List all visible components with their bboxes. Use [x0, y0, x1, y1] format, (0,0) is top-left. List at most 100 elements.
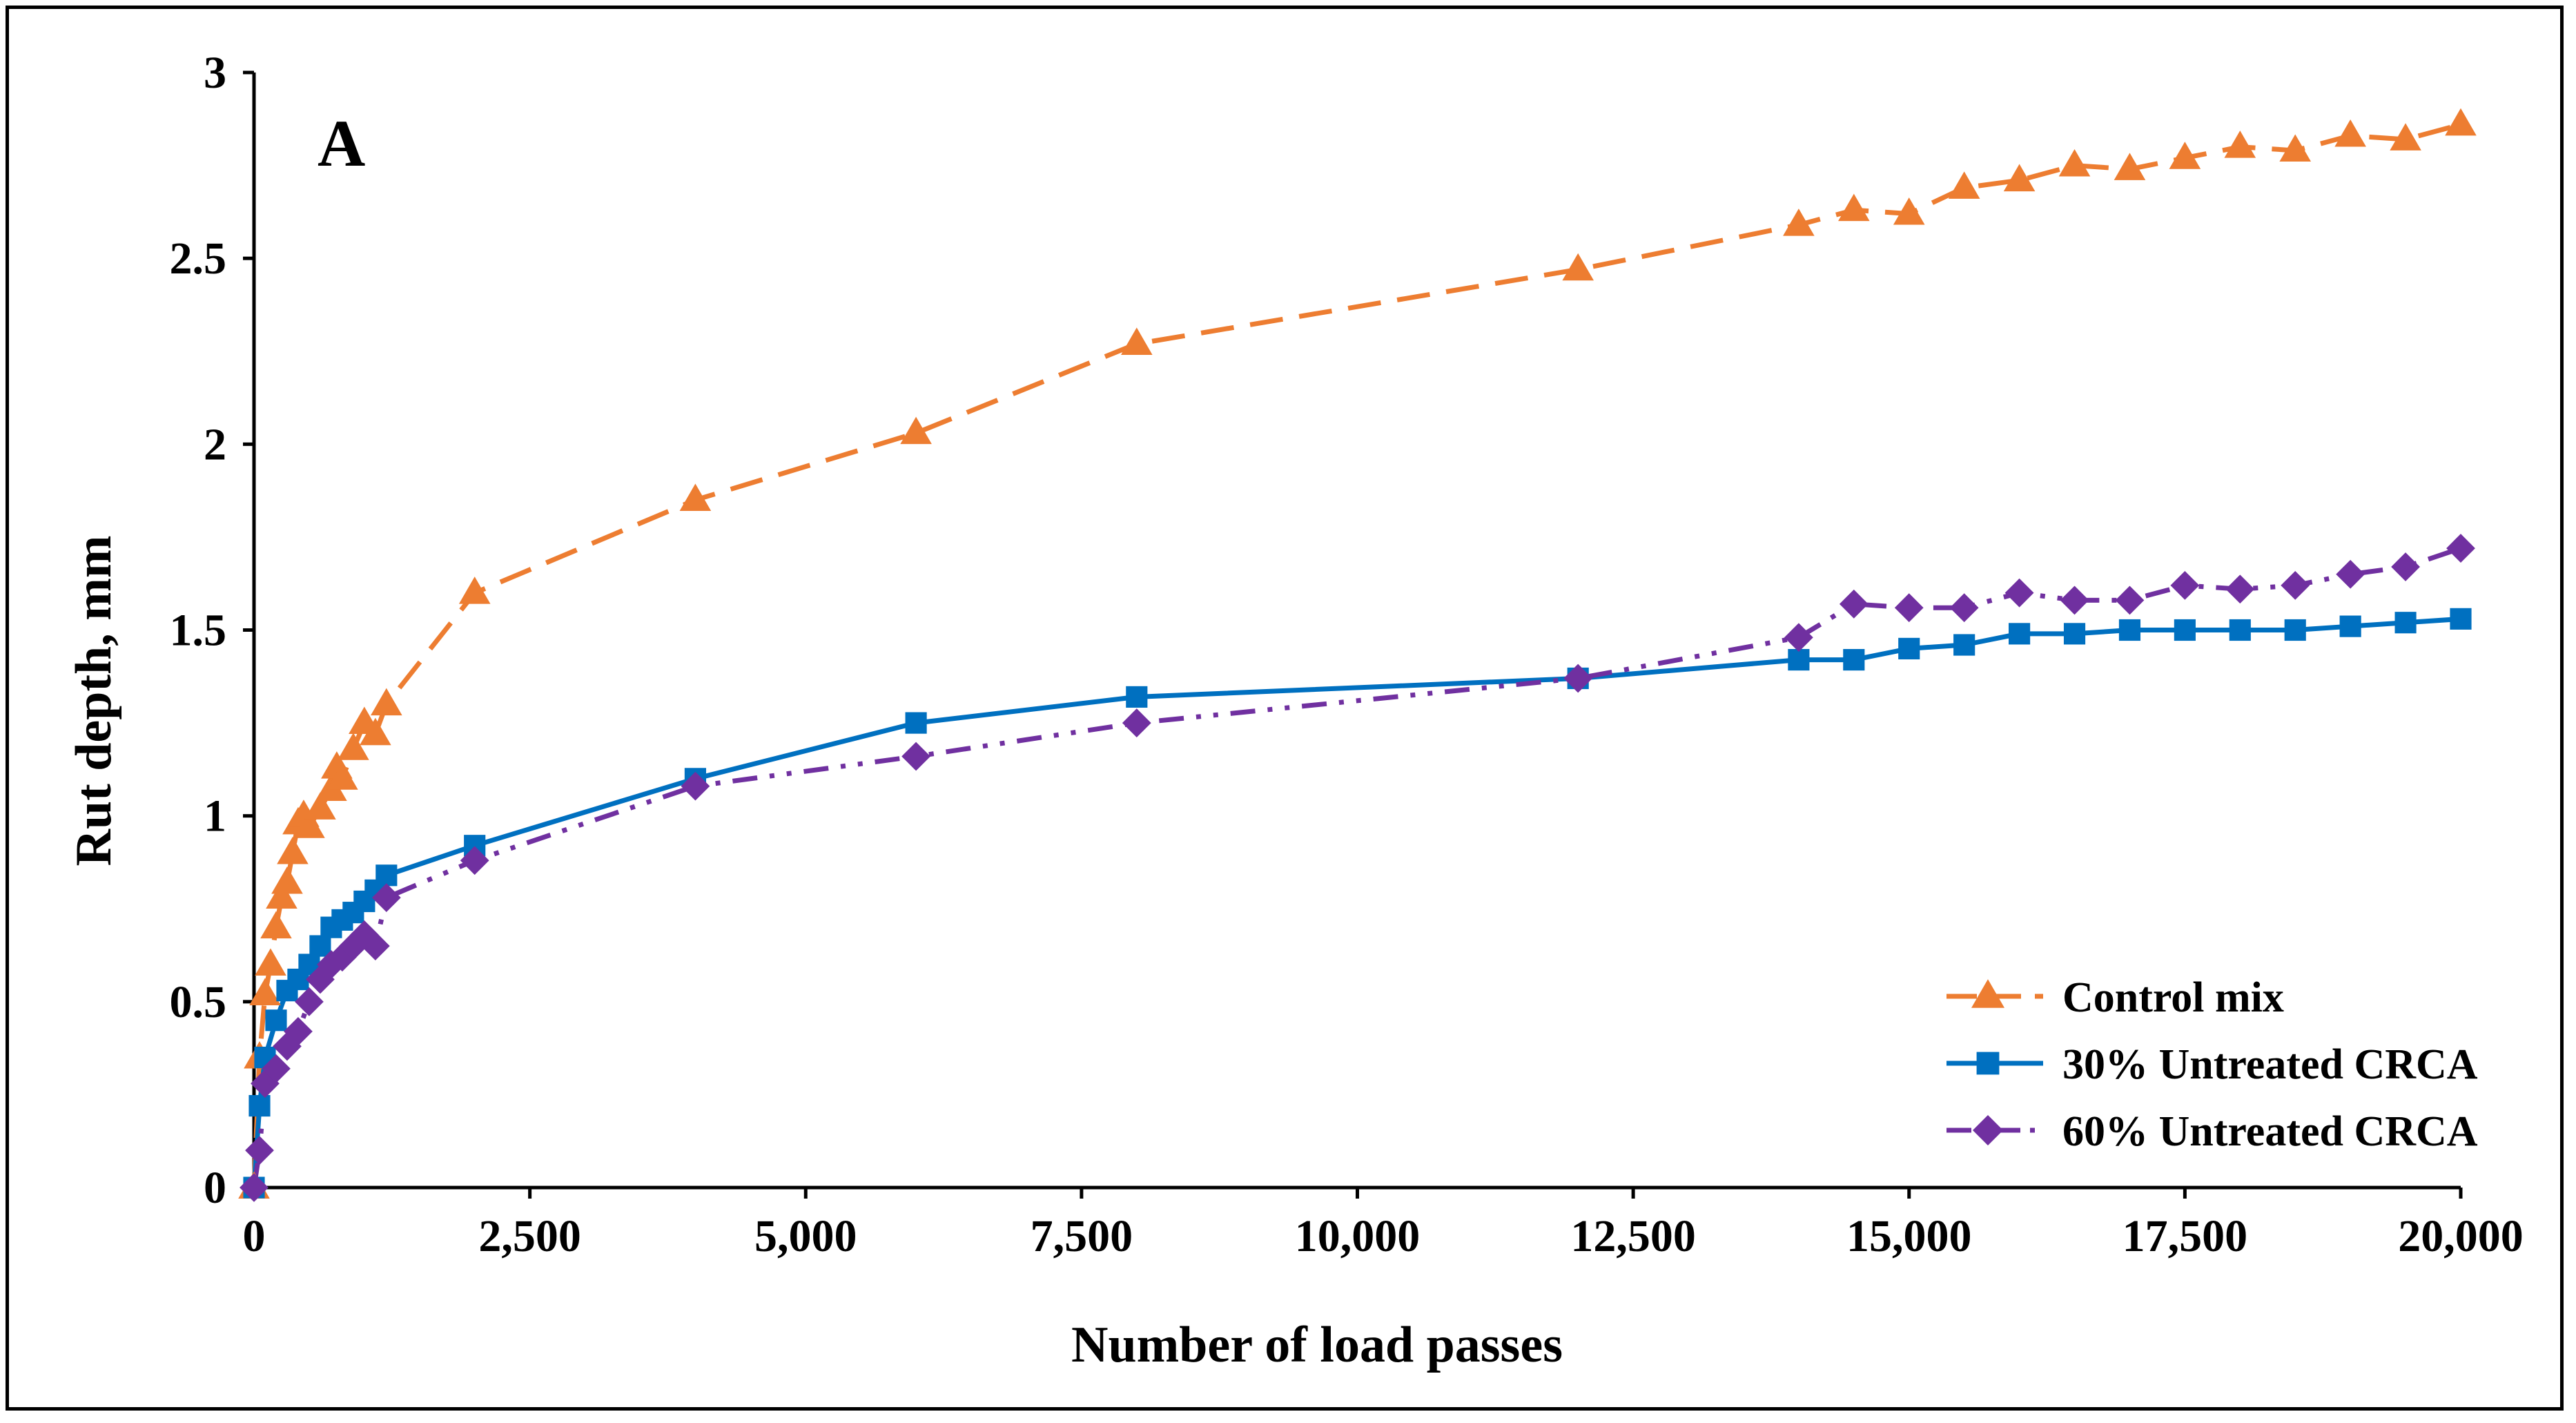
data-point-60-untreated-crca [1784, 623, 1813, 652]
data-point-control-mix [293, 811, 325, 838]
data-point-60-untreated-crca [262, 1054, 291, 1083]
data-point-60-untreated-crca [1894, 593, 1924, 623]
y-tick-label: 1 [204, 791, 226, 842]
data-point-60-untreated-crca [306, 965, 335, 994]
data-point-60-untreated-crca [2170, 571, 2200, 600]
data-point-30-untreated-crca [2063, 623, 2086, 645]
y-ticks: 0 0.5 1 1.5 2 2.5 3 [170, 48, 254, 1213]
data-point-control-mix [277, 836, 309, 864]
data-point-30-untreated-crca [905, 712, 927, 734]
data-point-control-mix [2279, 134, 2312, 162]
data-point-control-mix [249, 978, 281, 1006]
data-point-60-untreated-crca [240, 1173, 269, 1202]
x-tick-label: 12,500 [1570, 1211, 1696, 1261]
data-point-60-untreated-crca [2060, 585, 2089, 615]
data-point-60-untreated-crca [360, 931, 390, 960]
data-point-30-untreated-crca [1126, 686, 1148, 708]
data-point-control-mix [371, 688, 402, 716]
legend-marker-control-mix [1971, 979, 2004, 1008]
data-point-control-mix [266, 881, 297, 909]
data-point-control-mix [1838, 193, 1870, 222]
x-tick-label: 2,500 [478, 1211, 581, 1261]
legend-label-30-untreated-crca: 30% Untreated CRCA [2062, 1041, 2478, 1088]
data-point-30-untreated-crca [248, 1094, 271, 1117]
data-point-control-mix [304, 792, 336, 820]
legend-marker-30-untreated-crca [1976, 1052, 2000, 1075]
legend-label-60-untreated-crca: 60% Untreated CRCA [2062, 1108, 2478, 1155]
data-point-control-mix [2058, 149, 2091, 177]
data-point-control-mix [2224, 130, 2256, 158]
data-point-60-untreated-crca [1122, 708, 1151, 737]
series-markers [238, 108, 2477, 1202]
data-point-control-mix [338, 733, 369, 760]
data-point-control-mix [458, 577, 491, 604]
data-point-control-mix [1783, 209, 1815, 236]
y-tick-label: 0.5 [170, 977, 227, 1027]
panel-label: A [318, 106, 365, 180]
data-point-60-untreated-crca [245, 1136, 274, 1165]
data-point-control-mix [260, 911, 292, 939]
x-tick-label: 17,500 [2123, 1211, 2248, 1261]
x-tick-label: 5,000 [754, 1211, 857, 1261]
data-point-60-untreated-crca [284, 1017, 313, 1046]
data-point-30-untreated-crca [2394, 612, 2417, 634]
x-tick-label: 7,500 [1031, 1211, 1133, 1261]
y-axis-title: Rut depth, mm [66, 536, 122, 867]
data-point-30-untreated-crca [2009, 623, 2031, 645]
data-point-control-mix [255, 948, 286, 976]
data-point-30-untreated-crca [375, 864, 398, 887]
data-point-30-untreated-crca [309, 935, 331, 957]
data-point-60-untreated-crca [2004, 578, 2034, 608]
x-tick-label: 0 [243, 1211, 266, 1261]
data-point-60-untreated-crca [371, 883, 401, 912]
legend: Control mix 30% Untreated CRCA 60% Untreat… [1946, 974, 2478, 1155]
x-axis-title: Number of load passes [1071, 1317, 1563, 1373]
data-point-60-untreated-crca [1949, 593, 1979, 623]
data-point-60-untreated-crca [2115, 585, 2145, 615]
data-point-control-mix [2390, 123, 2421, 151]
data-point-control-mix [679, 483, 712, 512]
data-point-control-mix [900, 416, 932, 445]
data-point-control-mix [2445, 108, 2477, 136]
y-tick-label: 1.5 [170, 606, 227, 656]
data-point-60-untreated-crca [1839, 589, 1868, 619]
data-point-control-mix [271, 867, 303, 894]
data-point-control-mix [1893, 197, 1925, 225]
data-point-30-untreated-crca [1953, 634, 1975, 656]
series-lines [251, 122, 2462, 1188]
data-point-60-untreated-crca [295, 987, 324, 1016]
data-point-control-mix [2003, 164, 2036, 192]
data-point-control-mix [2114, 153, 2146, 180]
data-point-control-mix [2334, 119, 2366, 147]
data-point-60-untreated-crca [681, 771, 710, 801]
x-tick-label: 10,000 [1295, 1211, 1421, 1261]
data-point-60-untreated-crca [901, 742, 930, 771]
legend-label-control-mix: Control mix [2062, 974, 2284, 1021]
series-line-control-mix [251, 122, 2461, 1188]
data-point-control-mix [360, 717, 391, 746]
data-point-60-untreated-crca [2336, 559, 2365, 589]
data-point-60-untreated-crca [251, 1069, 280, 1098]
data-point-60-untreated-crca [1563, 664, 1593, 693]
x-tick-label: 20,000 [2398, 1211, 2524, 1261]
legend-marker-60-untreated-crca [1973, 1115, 2003, 1145]
series-line-30-untreated-crca [251, 616, 2461, 1188]
y-tick-label: 2.5 [170, 233, 227, 284]
y-tick-label: 3 [204, 48, 226, 98]
data-point-30-untreated-crca [1843, 648, 1865, 671]
data-point-control-mix [326, 762, 358, 790]
data-point-control-mix [1948, 171, 1980, 199]
data-point-60-untreated-crca [2446, 534, 2475, 563]
data-point-30-untreated-crca [2118, 619, 2141, 641]
y-tick-label: 2 [204, 419, 226, 470]
data-point-30-untreated-crca [2229, 619, 2251, 641]
series-line-60-untreated-crca [251, 545, 2462, 1188]
y-tick-label: 0 [204, 1163, 226, 1213]
data-point-30-untreated-crca [2174, 619, 2196, 641]
data-point-30-untreated-crca [1788, 648, 1810, 671]
x-ticks: 0 2,500 5,000 7,500 10,000 12,500 15,000 17,500… [243, 1188, 2524, 1261]
data-point-control-mix [2169, 142, 2201, 169]
data-point-30-untreated-crca [1898, 637, 1920, 659]
data-point-60-untreated-crca [2225, 574, 2255, 604]
